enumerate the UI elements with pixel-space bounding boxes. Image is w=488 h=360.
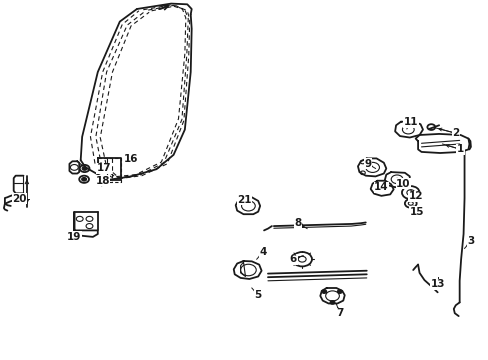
Circle shape — [321, 290, 326, 293]
Circle shape — [337, 290, 342, 293]
Text: 17: 17 — [96, 163, 111, 174]
Text: 14: 14 — [373, 182, 388, 192]
Text: 21: 21 — [237, 195, 251, 205]
Text: 19: 19 — [67, 232, 81, 242]
Circle shape — [81, 177, 86, 181]
Text: 4: 4 — [259, 247, 266, 257]
Circle shape — [329, 301, 334, 304]
Text: 16: 16 — [123, 154, 138, 164]
Text: 1: 1 — [456, 144, 463, 154]
Text: 2: 2 — [451, 128, 458, 138]
Text: 11: 11 — [403, 117, 417, 127]
Text: 8: 8 — [294, 218, 301, 228]
Text: 20: 20 — [12, 194, 27, 204]
Text: 6: 6 — [289, 254, 296, 264]
Text: 12: 12 — [407, 191, 422, 201]
Circle shape — [82, 167, 87, 170]
Text: 13: 13 — [429, 279, 444, 289]
Text: 3: 3 — [467, 236, 473, 246]
Text: 7: 7 — [335, 308, 343, 318]
Text: 15: 15 — [408, 207, 423, 217]
Text: 10: 10 — [395, 179, 410, 189]
Text: 5: 5 — [254, 290, 261, 300]
Text: 18: 18 — [95, 176, 110, 186]
Text: 9: 9 — [364, 159, 370, 169]
